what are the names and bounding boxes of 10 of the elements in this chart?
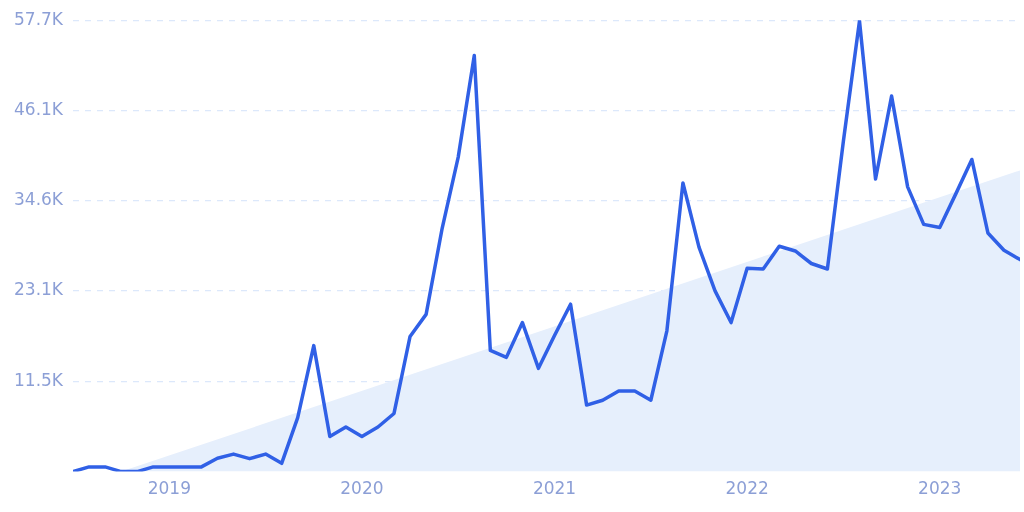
x-tick-label: 2021 bbox=[532, 478, 577, 499]
x-tick-label: 2023 bbox=[918, 478, 962, 499]
y-tick-label: 46.1K bbox=[14, 99, 64, 120]
y-tick-label: 34.6K bbox=[14, 189, 64, 210]
x-tick-label: 2022 bbox=[725, 478, 769, 499]
y-tick-label: 23.1K bbox=[14, 279, 64, 300]
y-tick-label: 57.7K bbox=[14, 8, 64, 29]
x-tick-label: 2019 bbox=[147, 478, 191, 499]
x-tick-label: 2020 bbox=[340, 478, 384, 499]
y-tick-label: 11.5K bbox=[14, 370, 64, 391]
